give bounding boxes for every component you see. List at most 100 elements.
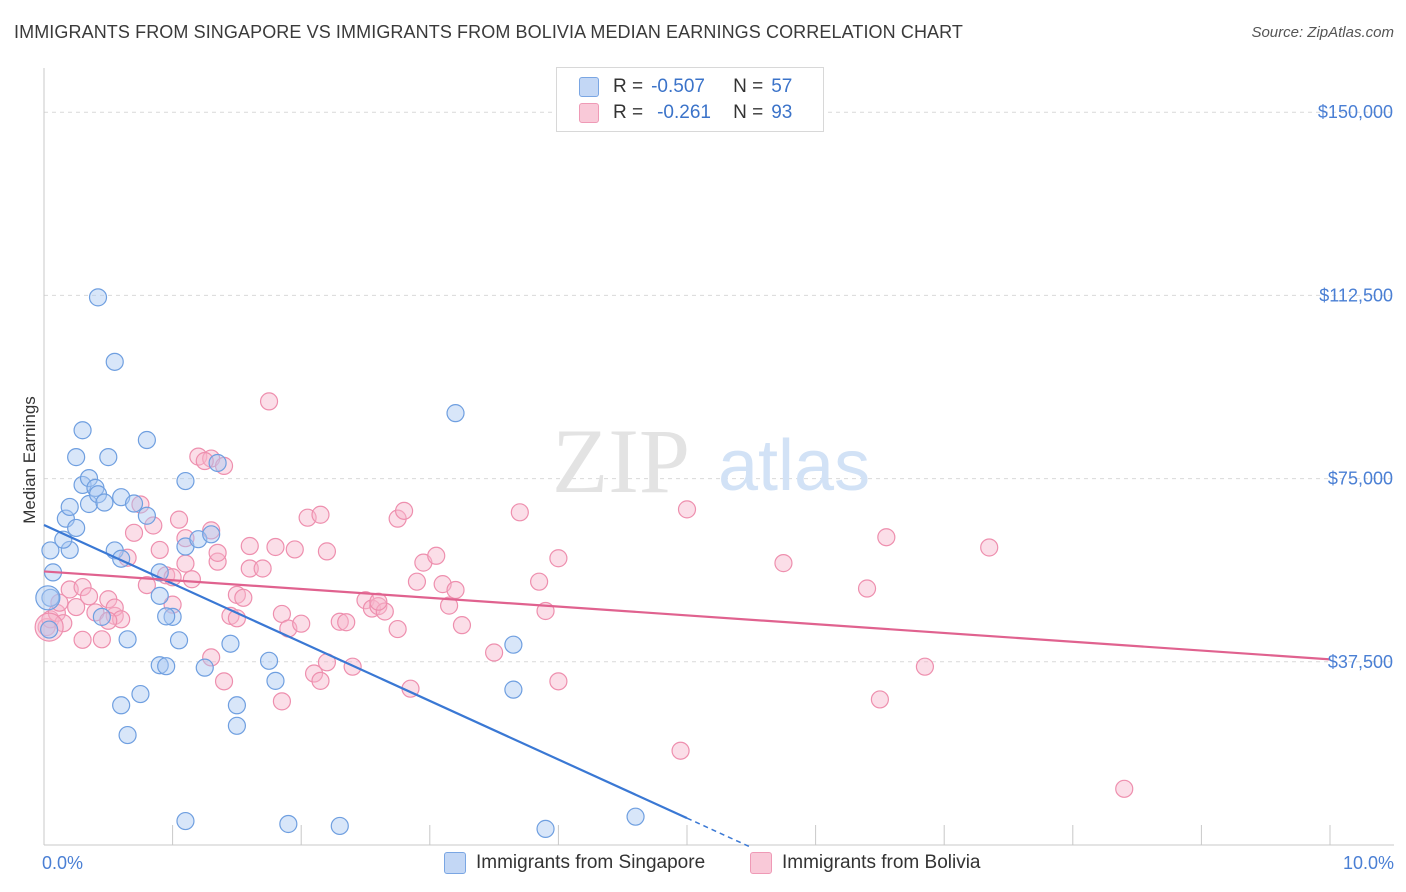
bolivia-point [671,741,690,760]
bolivia-point [311,505,330,524]
legend-n-value: 57 [771,76,793,97]
y-tick-label: $112,500 [1319,285,1393,305]
bolivia-point [446,580,465,600]
bolivia-point [375,602,394,621]
legend-r-label: R = [613,76,644,97]
bolivia-point [549,672,568,691]
series-legend: Immigrants from Singapore Immigrants fro… [0,852,1406,876]
bolivia-point [915,657,935,676]
watermark-atlas: atlas [718,426,870,506]
singapore-point [92,607,111,626]
bolivia-point [980,538,999,557]
singapore-legend-label: Immigrants from Singapore [476,852,706,873]
singapore-point [105,352,124,371]
chart-title: IMMIGRANTS FROM SINGAPORE VS IMMIGRANTS … [14,22,964,42]
bolivia-point [73,630,92,649]
bolivia-point [79,587,99,606]
singapore-point [40,620,59,639]
bolivia-point [439,596,459,615]
legend-n-label: N = [733,102,764,123]
bolivia-point [150,540,169,560]
singapore-point [227,696,246,715]
bolivia-point [182,570,201,589]
singapore-point [446,404,465,423]
bolivia-point [208,543,227,562]
singapore-point [118,725,137,745]
bolivia-legend-swatch [750,852,772,874]
singapore-point [60,540,79,560]
bolivia-point [311,671,330,690]
singapore-point [157,657,176,676]
bolivia-point [870,690,890,709]
legend-row-bolivia: R = -0.261 N = 93 [579,102,792,124]
singapore-point [88,288,108,307]
bolivia-point [530,572,549,591]
bolivia-point [169,510,189,529]
trend-lines [43,524,1331,849]
legend-row-singapore: R = -0.507 N = 57 [579,76,792,98]
y-tick-label: $37,500 [1328,652,1393,672]
singapore-point [227,716,246,735]
legend-item-singapore[interactable]: Immigrants from Singapore [444,852,705,874]
bolivia-point [452,616,472,635]
bolivia-point [202,648,221,667]
y-tick-label: $75,000 [1328,469,1393,489]
legend-n-value: 93 [771,102,793,123]
bolivia-point [92,630,111,649]
singapore-point [259,651,279,670]
singapore-point [137,430,156,450]
singapore-point [150,656,169,675]
singapore-point [67,518,86,538]
singapore-point [221,634,240,653]
singapore-point [626,807,645,826]
bolivia-point [259,392,279,411]
y-tick-label: $150,000 [1318,102,1393,122]
bolivia-point [549,549,568,568]
bolivia-point [317,542,337,561]
singapore-point [41,541,60,560]
grid-lines [44,111,1394,663]
singapore-point [208,453,227,473]
singapore-point [73,421,92,440]
legend-n-label: N = [733,76,764,97]
singapore-point [266,671,285,690]
singapore-point [176,811,195,831]
watermark-zip: ZIP [552,410,690,512]
bolivia-point [240,559,259,578]
bolivia-point [427,546,446,565]
singapore-point [112,696,131,715]
singapore-points [35,288,645,838]
bolivia-point [240,536,259,556]
bolivia-point [67,597,86,617]
singapore-point [124,494,144,513]
bolivia-point [304,664,324,683]
bolivia-legend-label: Immigrants from Bolivia [782,852,981,873]
singapore-point [95,493,114,512]
singapore-point [176,471,195,491]
legend-item-bolivia[interactable]: Immigrants from Bolivia [750,852,981,874]
singapore-point [330,816,349,836]
singapore-point [536,819,555,838]
chart-source: Source: ZipAtlas.com [1251,24,1394,41]
singapore-point [504,635,523,654]
bolivia-point [485,643,504,662]
singapore-point [56,509,75,528]
bolivia-point [234,588,253,607]
singapore-point [137,506,156,525]
singapore-point [279,814,298,834]
watermark: ZIP atlas [552,410,870,512]
singapore-point [99,448,118,467]
axes [43,68,1394,846]
bolivia-point [394,501,414,520]
singapore-point [150,586,169,605]
bolivia-point [272,692,292,711]
bolivia-point [176,554,195,573]
bolivia-point [407,572,427,591]
singapore-swatch [579,77,599,97]
singapore-point [157,607,176,626]
bolivia-point [253,559,272,578]
singapore-point [118,630,137,649]
singapore-point [504,680,523,699]
singapore-point [41,588,60,607]
